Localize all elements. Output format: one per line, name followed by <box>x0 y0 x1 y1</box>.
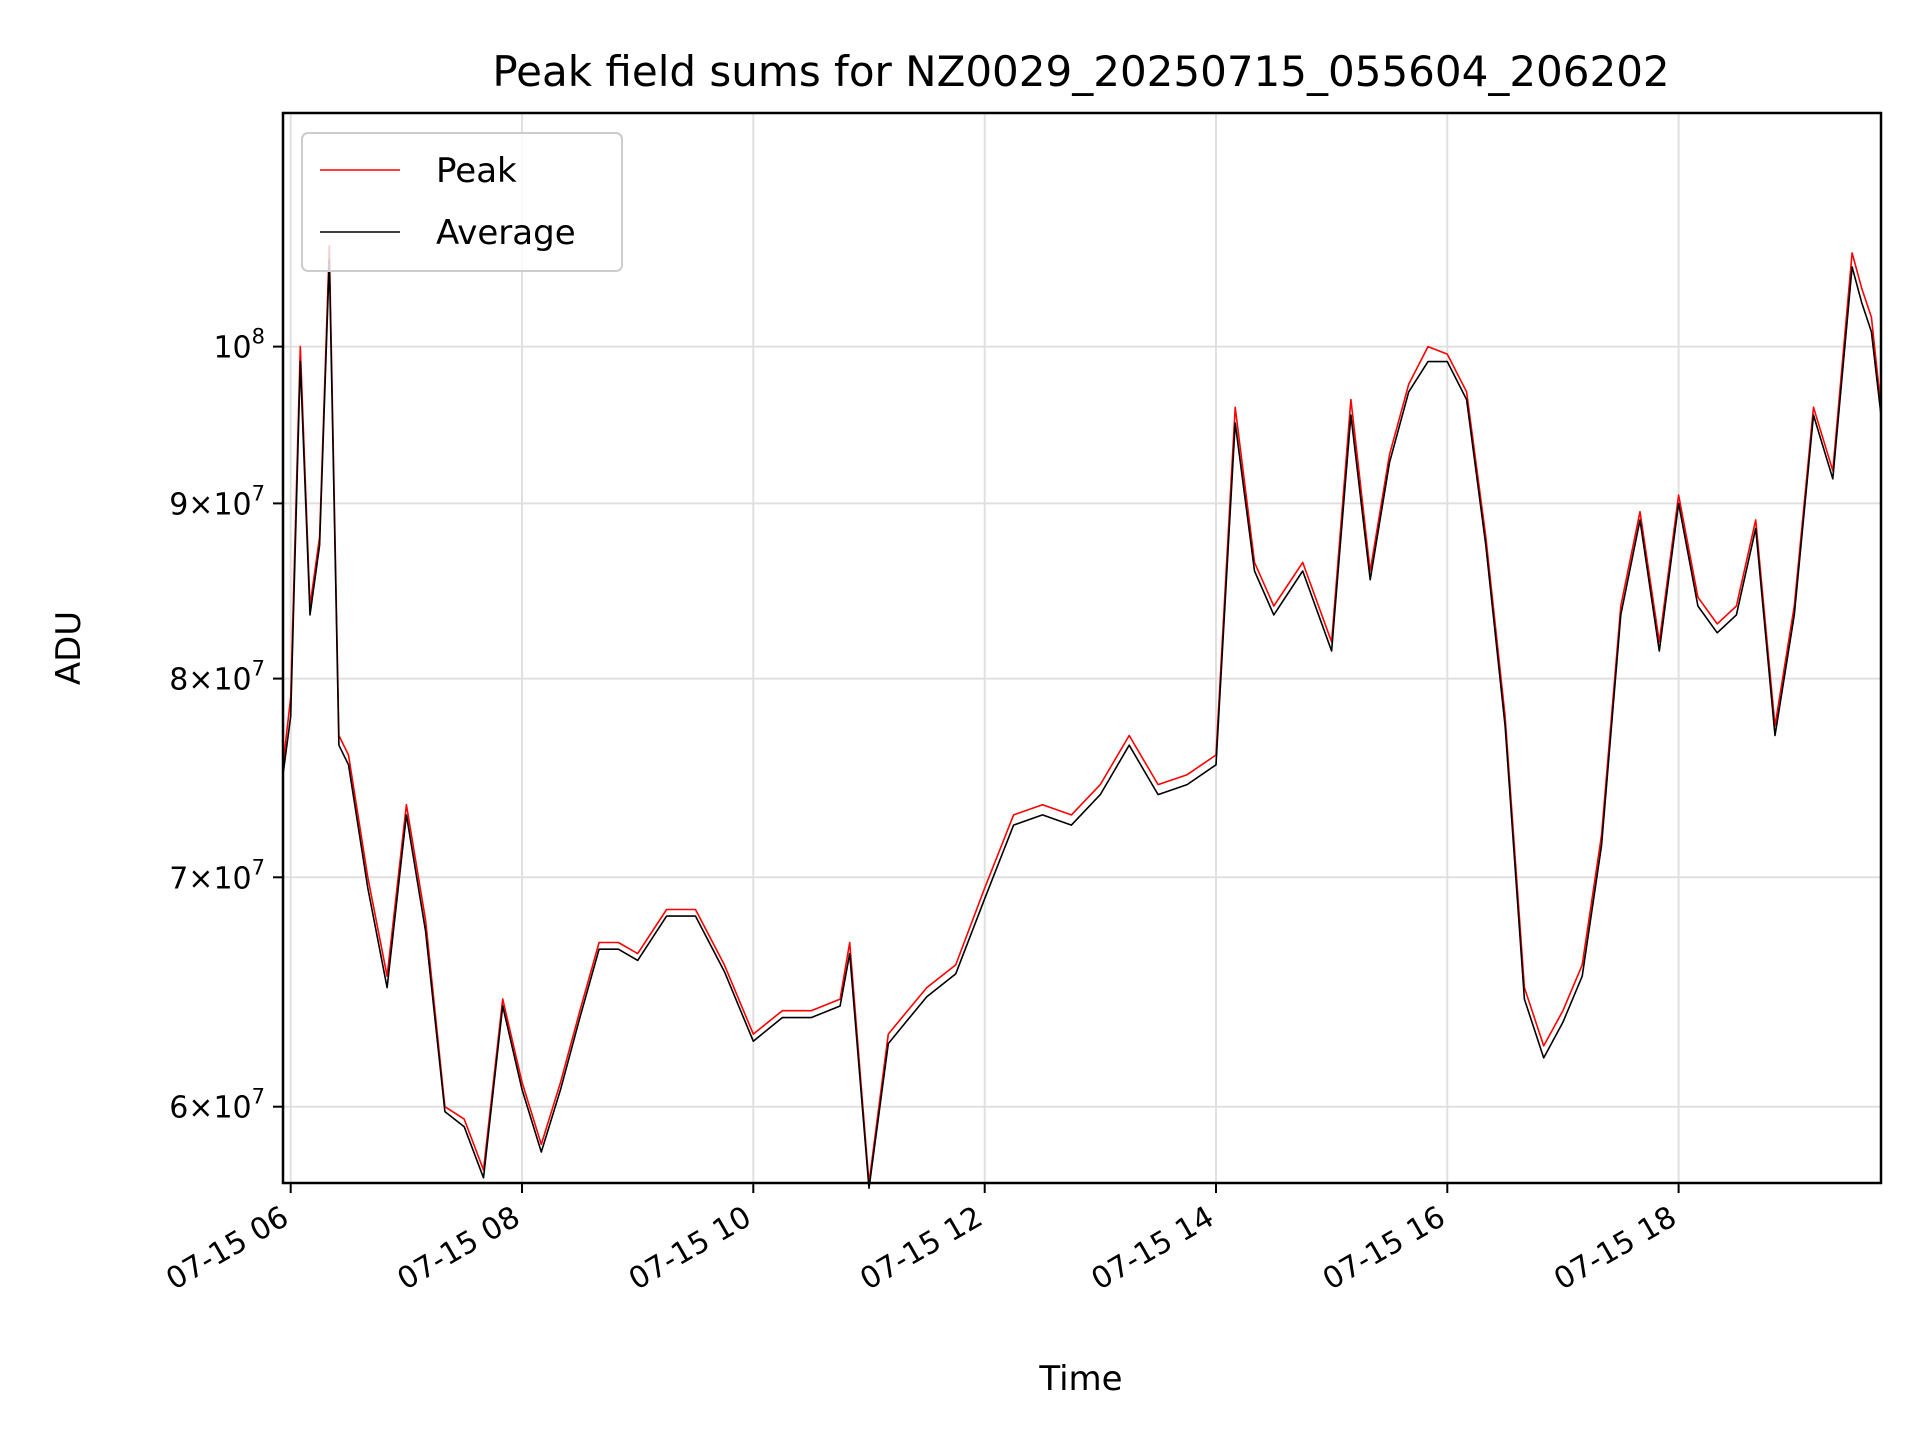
y-tick-label: 9×107 <box>169 481 265 522</box>
plot-frame <box>281 111 1883 1185</box>
series-layer <box>282 245 1882 1189</box>
y-tick-label: 108 <box>213 325 265 366</box>
chart-title: Peak field sums for NZ0029_20250715_0556… <box>492 47 1669 96</box>
y-axis: 6×107 7×107 8×107 9×107 108 <box>169 325 283 1126</box>
legend: Peak Average <box>301 132 623 272</box>
series-line-peak <box>282 245 1882 1184</box>
legend-label-peak: Peak <box>436 151 517 191</box>
y-tick-label: 8×107 <box>169 657 265 698</box>
y-tick-label: 6×107 <box>169 1085 265 1126</box>
y-tick-label: 7×107 <box>169 855 265 896</box>
y-axis-title: ADU <box>49 611 89 685</box>
x-axis-title: Time <box>1038 1359 1122 1399</box>
legend-box <box>301 132 623 272</box>
series-line-average <box>282 259 1882 1189</box>
legend-label-average: Average <box>436 213 576 253</box>
